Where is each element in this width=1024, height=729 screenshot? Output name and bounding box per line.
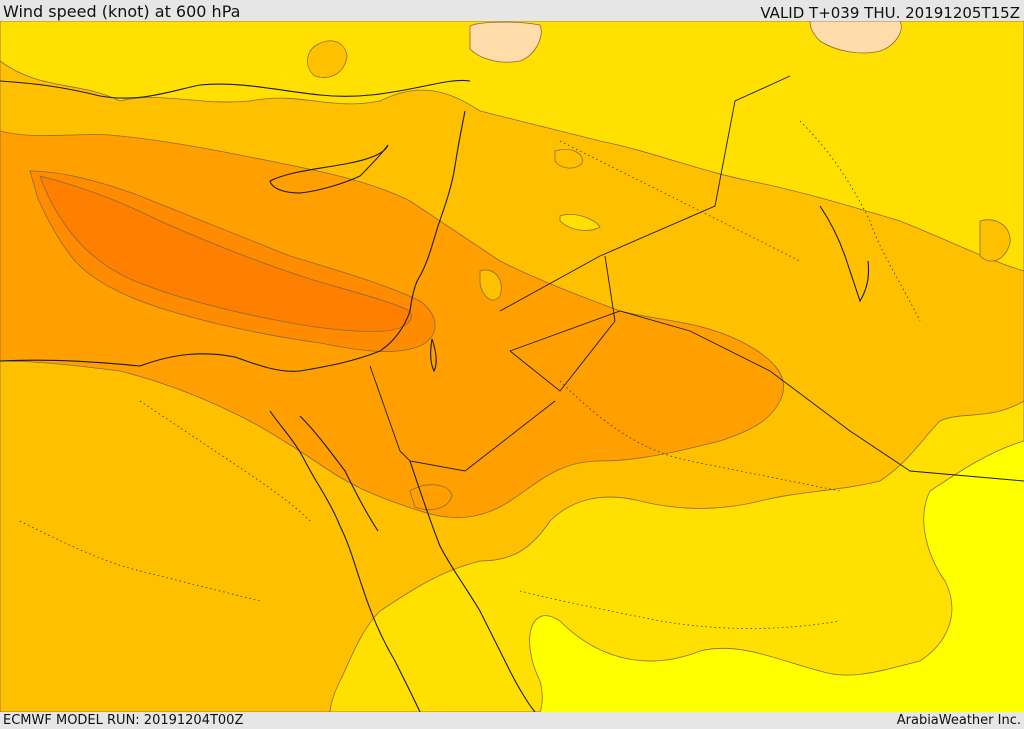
patch-2 [554, 148, 583, 169]
subborder-5 [19, 520, 261, 602]
subborder-2 [559, 140, 801, 262]
model-run-label: ECMWF MODEL RUN: 20191204T00Z [3, 713, 244, 728]
patch-6 [979, 219, 1011, 262]
patch-1 [307, 40, 348, 78]
header-bar: Wind speed (knot) at 600 hPa VALID T+039… [0, 0, 1024, 22]
weather-map [0, 21, 1024, 712]
footer-bar: ECMWF MODEL RUN: 20191204T00Z ArabiaWeat… [0, 712, 1024, 729]
chart-title: Wind speed (knot) at 600 hPa [3, 2, 241, 21]
border-4 [509, 255, 616, 392]
coast-turkey [0, 79, 471, 99]
patch-3 [559, 214, 601, 231]
subborder-3 [799, 120, 921, 322]
border-3 [499, 75, 791, 312]
band-peach-2 [809, 21, 902, 54]
coast-dead-sea [430, 338, 437, 373]
subborder-1 [139, 400, 311, 522]
coast-red-sea-east [409, 460, 536, 712]
patch-4 [479, 269, 502, 301]
coast-cyprus [269, 144, 389, 194]
valid-time-label: VALID T+039 THU. 20191205T15Z [760, 4, 1020, 22]
border-2 [509, 310, 1024, 482]
credit-label: ArabiaWeather Inc. [896, 713, 1021, 728]
coast-gulf-suez [299, 415, 379, 532]
border-1 [369, 365, 556, 472]
wind-speed-map [0, 21, 1024, 712]
subborder-4 [559, 380, 841, 492]
coast-red-sea-west [269, 410, 421, 712]
band-peach [469, 21, 542, 63]
coast-persian-gulf [819, 205, 870, 303]
band-orange-core [39, 175, 412, 332]
coast-med-south [0, 110, 466, 372]
